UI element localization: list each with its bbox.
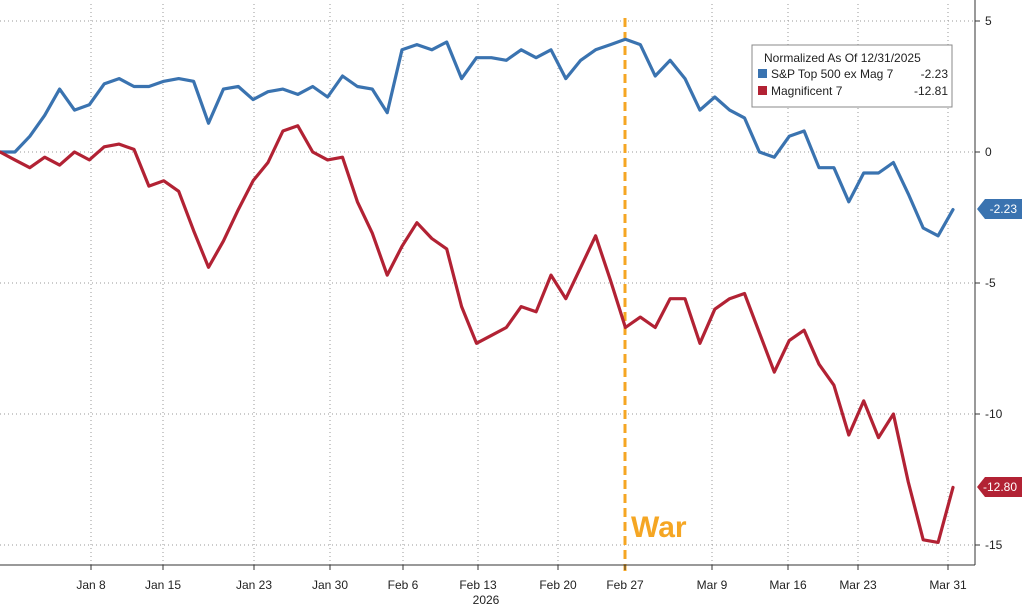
annotation-layer: War	[623, 18, 687, 571]
legend-title: Normalized As Of 12/31/2025	[764, 51, 921, 65]
x-tick-label: Feb 27	[606, 578, 644, 592]
legend-entry-label: Magnificent 7	[771, 84, 843, 98]
y-tick-label: -5	[985, 276, 996, 290]
series-layer	[0, 37, 955, 545]
legend-swatch	[758, 69, 767, 78]
legend-entry-label: S&P Top 500 ex Mag 7	[771, 67, 894, 81]
y-tick-label: 5	[985, 14, 992, 28]
x-tick-label: Jan 23	[236, 578, 272, 592]
end-value-flag-shape	[977, 199, 1022, 219]
end-value-label: -2.23	[990, 202, 1018, 216]
legend-box	[751, 44, 953, 108]
x-tick-label: Feb 20	[539, 578, 577, 592]
series-line-magnificent-7	[0, 124, 955, 545]
x-tick-label: Feb 6	[388, 578, 419, 592]
x-tick-label: Jan 8	[76, 578, 106, 592]
x-tick-label: Mar 9	[697, 578, 728, 592]
x-tick-label: Feb 13	[459, 578, 497, 592]
y-tick-label: -15	[985, 538, 1003, 552]
legend: Normalized As Of 12/31/2025 S&P Top 500 e…	[751, 44, 953, 108]
x-year-label: 2026	[473, 593, 500, 606]
war-annotation-label: War	[631, 511, 687, 544]
end-value-flag-shape	[977, 477, 1022, 497]
y-tick-label: -10	[985, 407, 1003, 421]
end-value-label: -12.80	[983, 480, 1017, 494]
y-tick-label: 0	[985, 145, 992, 159]
x-tick-label: Jan 30	[312, 578, 348, 592]
legend-entry-value: -2.23	[921, 67, 949, 81]
legend-entry-value: -12.81	[914, 84, 948, 98]
x-tick-label: Mar 16	[769, 578, 807, 592]
x-tick-label: Jan 15	[145, 578, 181, 592]
legend-swatch	[758, 86, 767, 95]
end-value-flag: -2.23	[977, 199, 1022, 219]
x-tick-label: Mar 23	[839, 578, 877, 592]
end-value-flag: -12.80	[977, 477, 1022, 497]
x-tick-label: Mar 31	[929, 578, 967, 592]
